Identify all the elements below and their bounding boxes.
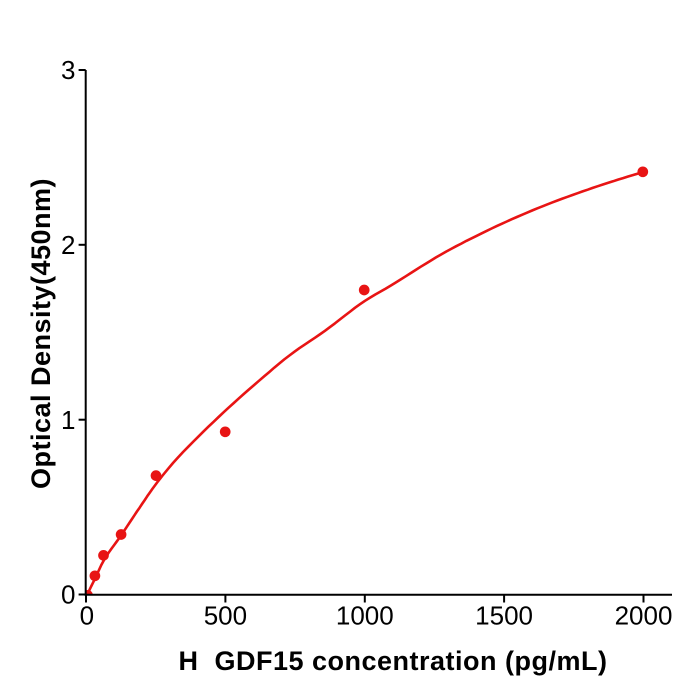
svg-text:2000: 2000 [615,601,673,631]
svg-text:1: 1 [61,405,75,435]
svg-text:0: 0 [61,580,75,610]
svg-text:500: 500 [204,601,247,631]
svg-text:1000: 1000 [336,601,394,631]
svg-text:3: 3 [61,55,75,85]
svg-text:Optical Density(450nm): Optical Density(450nm) [26,178,56,489]
svg-text:2: 2 [61,230,75,260]
svg-text:H GDF15 concentration (pg/mL): H GDF15 concentration (pg/mL) [178,646,607,676]
svg-text:0: 0 [80,601,94,631]
svg-text:1500: 1500 [475,601,533,631]
